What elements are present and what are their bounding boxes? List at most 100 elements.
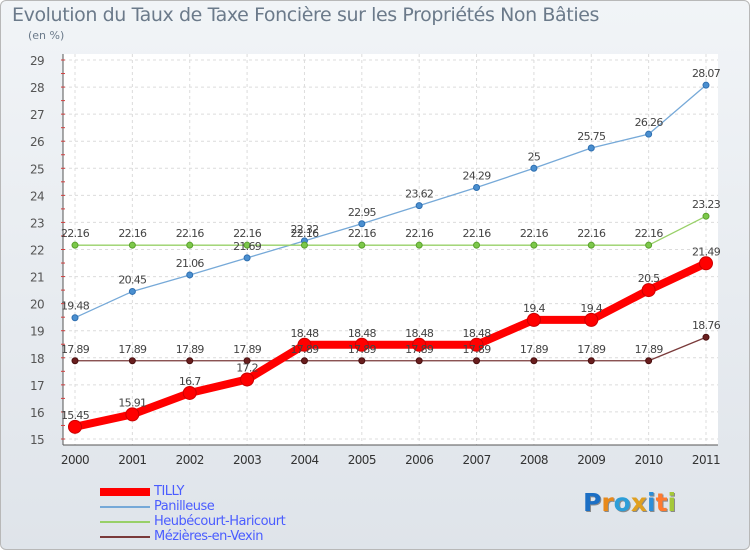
data-label-tilly: 18.48 [463, 327, 492, 340]
data-point-heubecourt-haricourt [530, 241, 538, 249]
series-line-tilly [71, 259, 710, 431]
data-point-heubecourt-haricourt [702, 212, 710, 220]
data-point-tilly [699, 256, 713, 271]
data-point-mezieres-en-vexin [186, 357, 194, 365]
data-label-tilly: 15.91 [118, 396, 146, 409]
data-label-mezieres-en-vexin: 17.89 [233, 343, 262, 356]
legend-item-mezieres-en-vexin: Mézières-en-Vexin [100, 529, 340, 544]
data-point-panilleuse [702, 81, 710, 89]
data-point-panilleuse [415, 202, 423, 210]
y-tick-label: 28 [30, 81, 44, 95]
data-point-tilly [584, 312, 599, 327]
data-label-mezieres-en-vexin: 17.89 [635, 343, 664, 356]
data-point-mezieres-en-vexin [358, 357, 366, 365]
data-label-tilly: 20.5 [638, 272, 660, 285]
unit-label: (en %) [28, 29, 65, 42]
data-point-panilleuse [530, 164, 538, 172]
data-label-panilleuse: 22.32 [290, 223, 318, 236]
x-tick-label: 2001 [118, 453, 146, 467]
data-label-panilleuse: 19.48 [61, 300, 90, 313]
data-label-panilleuse: 21.06 [176, 257, 205, 270]
data-label-panilleuse: 21.69 [233, 240, 262, 253]
data-label-panilleuse: 25.75 [577, 130, 606, 143]
data-point-panilleuse [71, 314, 79, 322]
legend-swatch [100, 506, 150, 508]
legend-label: Heubécourt-Haricourt [154, 514, 286, 529]
data-label-heubecourt-haricourt: 22.16 [61, 227, 90, 240]
data-point-tilly [469, 337, 484, 352]
data-point-tilly [526, 312, 541, 327]
data-label-mezieres-en-vexin: 18.76 [692, 319, 721, 332]
data-label-mezieres-en-vexin: 17.89 [520, 343, 549, 356]
data-label-tilly: 17.2 [236, 361, 258, 374]
data-point-mezieres-en-vexin [300, 357, 308, 365]
y-tick-label: 15 [30, 433, 44, 447]
data-label-heubecourt-haricourt: 22.16 [348, 227, 377, 240]
legend-swatch [100, 521, 150, 523]
data-label-heubecourt-haricourt: 22.16 [520, 227, 549, 240]
y-tick-label: 17 [30, 379, 44, 393]
data-label-tilly: 15.45 [61, 409, 90, 422]
y-tick-label: 29 [30, 54, 44, 68]
data-point-heubecourt-haricourt [358, 241, 366, 249]
data-label-tilly: 18.48 [348, 327, 377, 340]
y-tick-label: 22 [30, 244, 44, 258]
data-point-tilly [125, 407, 140, 422]
x-tick-label: 2005 [348, 453, 376, 467]
data-point-heubecourt-haricourt [186, 241, 194, 249]
y-tick-label: 27 [30, 108, 44, 122]
series-line-mezieres-en-vexin [74, 336, 707, 362]
data-point-tilly [641, 283, 656, 298]
data-label-mezieres-en-vexin: 17.89 [118, 343, 147, 356]
data-point-mezieres-en-vexin [702, 333, 710, 341]
data-label-panilleuse: 25 [528, 150, 541, 163]
x-tick-label: 2003 [233, 453, 261, 467]
data-label-mezieres-en-vexin: 17.89 [290, 343, 319, 356]
data-label-heubecourt-haricourt: 22.16 [405, 227, 434, 240]
data-point-panilleuse [243, 254, 251, 262]
data-point-mezieres-en-vexin [128, 357, 136, 365]
data-point-panilleuse [186, 271, 194, 279]
data-label-mezieres-en-vexin: 17.89 [577, 343, 606, 356]
y-tick-label: 18 [30, 352, 44, 366]
x-tick-label: 2000 [61, 453, 89, 467]
y-tick-label: 21 [30, 271, 44, 285]
x-tick-label: 2009 [577, 453, 605, 467]
data-point-heubecourt-haricourt [415, 241, 423, 249]
data-label-tilly: 18.48 [405, 327, 434, 340]
data-label-mezieres-en-vexin: 17.89 [176, 343, 205, 356]
data-point-heubecourt-haricourt [473, 241, 481, 249]
x-tick-label: 2007 [462, 453, 490, 467]
series-line-panilleuse [74, 84, 707, 319]
data-label-heubecourt-haricourt: 22.16 [463, 227, 492, 240]
data-label-panilleuse: 23.62 [405, 188, 433, 201]
data-point-tilly [182, 385, 197, 400]
data-label-panilleuse: 20.45 [118, 273, 147, 286]
data-label-mezieres-en-vexin: 17.89 [463, 343, 492, 356]
x-tick-label: 2006 [405, 453, 433, 467]
data-label-panilleuse: 26.26 [635, 116, 664, 129]
data-point-panilleuse [473, 184, 481, 192]
data-point-mezieres-en-vexin [530, 357, 538, 365]
data-point-tilly [240, 372, 255, 387]
chart-title: Evolution du Taux de Taxe Foncière sur l… [12, 4, 600, 26]
data-point-panilleuse [645, 130, 653, 138]
data-label-tilly: 21.49 [692, 245, 721, 258]
data-point-heubecourt-haricourt [128, 241, 136, 249]
data-point-tilly [68, 419, 82, 434]
data-point-mezieres-en-vexin [587, 357, 595, 365]
y-tick-label: 24 [30, 189, 44, 203]
y-tick-label: 19 [30, 325, 44, 339]
data-point-panilleuse [587, 144, 595, 152]
data-label-panilleuse: 22.95 [348, 206, 377, 219]
data-label-tilly: 19.4 [523, 302, 545, 315]
legend-swatch [100, 488, 150, 496]
legend-item-tilly: TILLY [100, 484, 340, 499]
x-tick-label: 2004 [290, 453, 318, 467]
data-label-tilly: 16.7 [179, 375, 201, 388]
data-point-tilly [354, 337, 369, 352]
data-label-heubecourt-haricourt: 22.16 [118, 227, 147, 240]
legend-swatch [100, 536, 150, 538]
y-tick-label: 16 [30, 406, 44, 420]
data-label-mezieres-en-vexin: 17.89 [348, 343, 377, 356]
